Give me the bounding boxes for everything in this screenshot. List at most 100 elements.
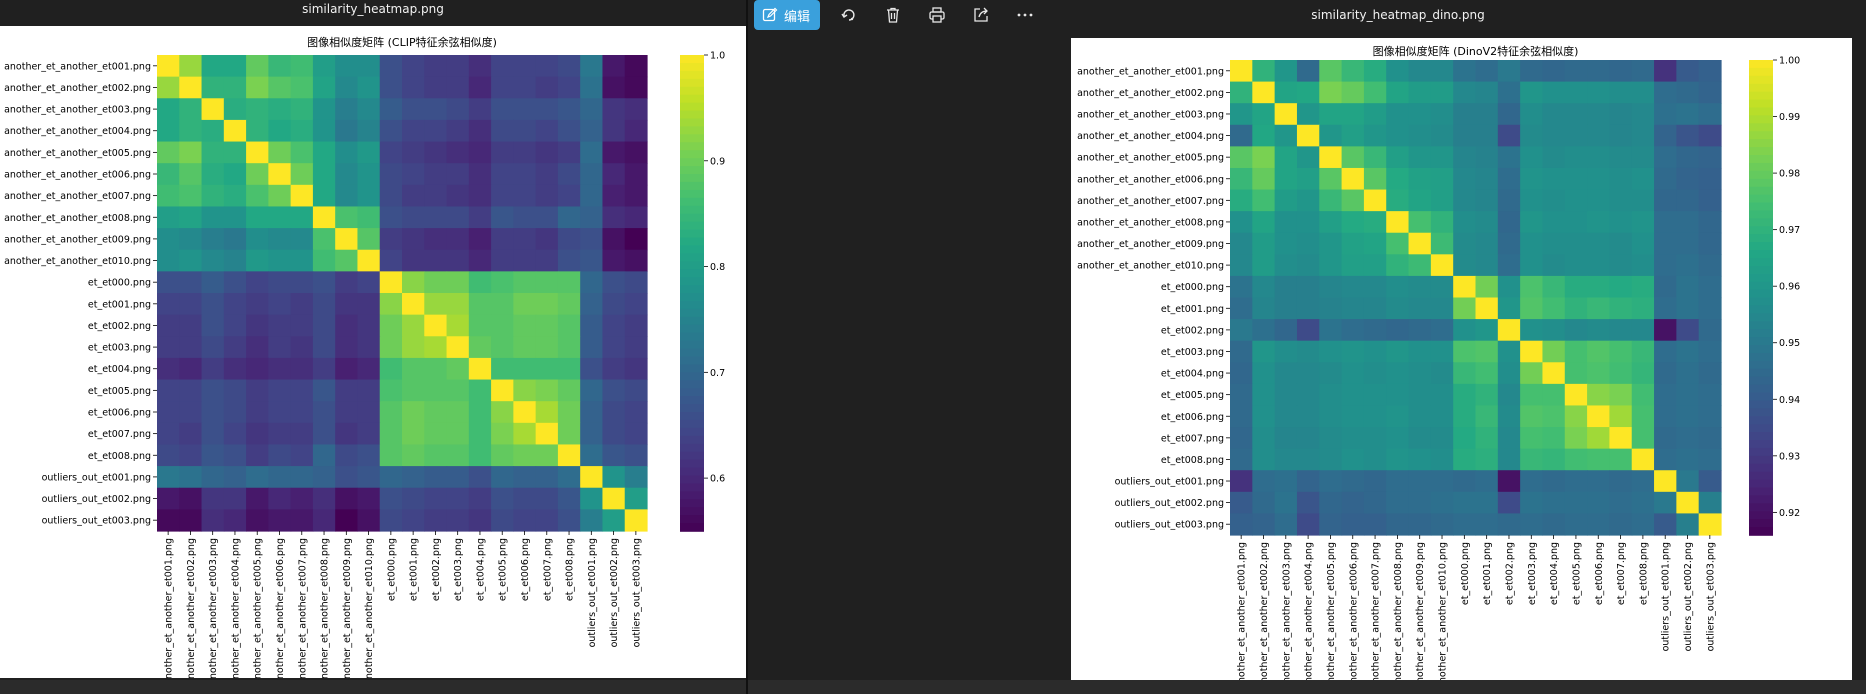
heatmap-cell bbox=[1654, 81, 1677, 104]
heatmap-cell bbox=[1497, 491, 1521, 515]
heatmap-cell bbox=[557, 357, 581, 381]
heatmap-cell bbox=[201, 401, 225, 424]
heatmap-cell bbox=[1587, 491, 1611, 515]
heatmap-cell bbox=[246, 293, 269, 316]
heatmap-cell bbox=[1274, 254, 1298, 277]
heatmap-cell bbox=[557, 293, 581, 316]
colorbar-segment bbox=[680, 491, 704, 501]
heatmap-cell bbox=[1341, 383, 1365, 407]
heatmap-cell bbox=[535, 336, 559, 359]
heatmap-cell bbox=[513, 206, 537, 229]
heatmap-cell bbox=[1564, 513, 1588, 536]
y-tick-label: et_et008.png bbox=[88, 451, 151, 462]
heatmap-cell bbox=[602, 206, 626, 229]
heatmap-cell bbox=[268, 55, 292, 78]
heatmap-cell bbox=[1408, 340, 1432, 363]
colorbar-tick-label: 0.9 bbox=[710, 156, 725, 167]
heatmap-cell bbox=[535, 444, 559, 467]
heatmap-cell bbox=[268, 336, 292, 359]
colorbar-segment bbox=[680, 285, 704, 294]
heatmap-cell bbox=[1453, 491, 1477, 515]
heatmap-cell bbox=[1609, 81, 1633, 104]
heatmap-cell bbox=[1296, 211, 1320, 234]
heatmap-cell bbox=[1252, 211, 1276, 234]
print-button[interactable] bbox=[922, 0, 952, 30]
heatmap-cell bbox=[535, 119, 559, 143]
heatmap-cell bbox=[624, 228, 648, 251]
y-tick-label: et_et000.png bbox=[1161, 282, 1224, 293]
heatmap-cell bbox=[557, 271, 581, 294]
y-tick-label: another_et_another_et004.png bbox=[4, 126, 151, 137]
colorbar-segment bbox=[680, 340, 704, 350]
heatmap-cell bbox=[557, 422, 581, 446]
colorbar-tick-label: 0.94 bbox=[1779, 395, 1800, 406]
heatmap-cell bbox=[1408, 405, 1432, 428]
colorbar-tick-label: 0.97 bbox=[1779, 225, 1800, 236]
heatmap-cell bbox=[468, 314, 492, 337]
heatmap-cell bbox=[1542, 60, 1566, 83]
heatmap-cell bbox=[580, 357, 604, 381]
heatmap-cell bbox=[624, 98, 648, 121]
edit-button[interactable]: 编辑 bbox=[754, 0, 821, 30]
heatmap-cell bbox=[1296, 103, 1320, 126]
heatmap-cell bbox=[335, 509, 359, 532]
heatmap-cell bbox=[1542, 124, 1566, 147]
more-button[interactable] bbox=[1010, 0, 1040, 30]
colorbar-segment bbox=[680, 300, 704, 310]
rotate-button[interactable] bbox=[834, 0, 864, 30]
heatmap-cell bbox=[312, 379, 336, 402]
colorbar-segment bbox=[680, 459, 704, 469]
colorbar-segment bbox=[680, 269, 704, 278]
heatmap-cell bbox=[201, 163, 225, 186]
x-tick-label: et_et000.png bbox=[1460, 542, 1471, 605]
heatmap-cell bbox=[1609, 491, 1633, 515]
delete-button[interactable] bbox=[878, 0, 908, 30]
colorbar-segment bbox=[1749, 408, 1773, 418]
heatmap-cell bbox=[312, 336, 336, 359]
heatmap-cell bbox=[312, 76, 336, 99]
heatmap-cell bbox=[1609, 167, 1633, 191]
heatmap-cell bbox=[179, 466, 203, 489]
heatmap-cell bbox=[335, 206, 359, 229]
heatmap-cell bbox=[602, 141, 626, 164]
heatmap-cell bbox=[312, 55, 336, 78]
heatmap-cell bbox=[1631, 383, 1655, 407]
heatmap-cell bbox=[1296, 405, 1320, 428]
heatmap-cell bbox=[179, 76, 203, 99]
x-tick-label: et_et007.png bbox=[1616, 542, 1627, 605]
heatmap-cell bbox=[157, 444, 180, 467]
heatmap-cell bbox=[1252, 319, 1276, 342]
heatmap-cell bbox=[1609, 340, 1633, 363]
heatmap-cell bbox=[602, 509, 626, 532]
heatmap-cell bbox=[1252, 167, 1276, 191]
heatmap-cell bbox=[157, 76, 180, 99]
heatmap-cell bbox=[491, 76, 514, 99]
heatmap-cell bbox=[557, 336, 581, 359]
heatmap-cell bbox=[1631, 275, 1655, 299]
heatmap-cell bbox=[290, 141, 314, 164]
left-image-canvas: 图像相似度矩阵 (CLIP特征余弦相似度) another_et_another_… bbox=[0, 26, 746, 685]
heatmap-cell bbox=[157, 55, 180, 78]
y-tick-label: et_et003.png bbox=[88, 343, 151, 354]
heatmap-cell bbox=[1296, 340, 1320, 363]
share-button[interactable] bbox=[966, 0, 996, 30]
heatmap-cell bbox=[468, 422, 492, 446]
heatmap-cell bbox=[290, 55, 314, 78]
heatmap-cell bbox=[1631, 491, 1655, 515]
colorbar-segment bbox=[1749, 360, 1773, 370]
heatmap-cell bbox=[1698, 275, 1722, 299]
heatmap-cell bbox=[1475, 383, 1499, 407]
colorbar-segment bbox=[680, 348, 704, 358]
heatmap-cell bbox=[1542, 232, 1566, 255]
heatmap-cell bbox=[1363, 513, 1387, 536]
heatmap-cell bbox=[223, 509, 247, 532]
heatmap-cell bbox=[1564, 383, 1588, 407]
colorbar-segment bbox=[680, 316, 704, 326]
x-tick-label: another_et_another_et007.png bbox=[1371, 542, 1382, 686]
heatmap-cell bbox=[379, 314, 403, 337]
heatmap-cell bbox=[1453, 124, 1477, 147]
heatmap-cell bbox=[1542, 275, 1566, 299]
colorbar-segment bbox=[1749, 115, 1773, 125]
colorbar-tick-label: 0.92 bbox=[1779, 508, 1800, 519]
heatmap-cell bbox=[1319, 103, 1343, 126]
